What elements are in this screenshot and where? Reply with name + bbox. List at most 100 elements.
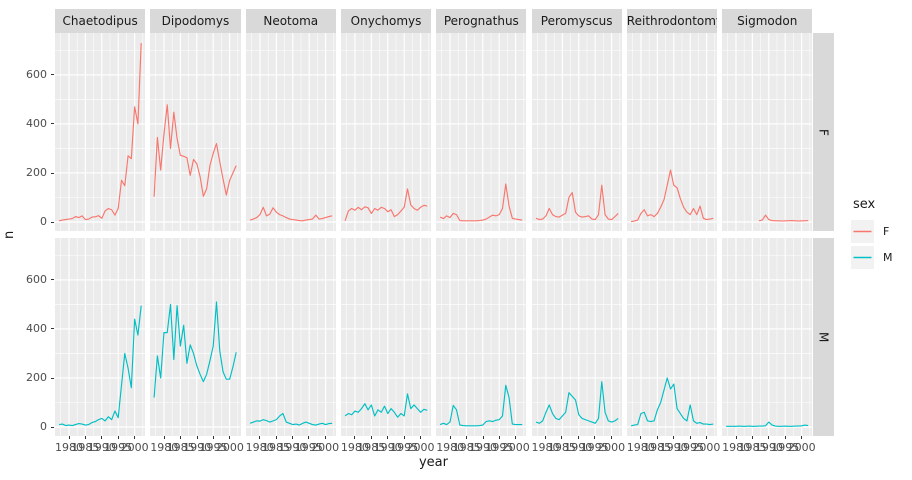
- x-tick-label: 1980: [340, 441, 369, 454]
- x-tick-label: 1980: [626, 441, 655, 454]
- legend-swatch-f: [851, 220, 874, 243]
- facet-strip-perognathus: Perognathus: [436, 9, 527, 33]
- panel-sigmodon-m: [722, 238, 813, 436]
- x-tick: [784, 436, 786, 439]
- x-tick: [752, 436, 753, 439]
- x-tick: [291, 436, 293, 439]
- legend-swatch-m: [851, 246, 874, 269]
- panel-peromyscus-m: [531, 238, 622, 436]
- x-tick-label: 1985: [357, 441, 386, 454]
- x-tick-label: 1990: [373, 441, 402, 454]
- panel-reithrodontomys-m: [626, 238, 718, 436]
- panel-perognathus-m: [436, 238, 527, 436]
- x-tick: [482, 436, 484, 439]
- legend: sex F M: [851, 197, 893, 272]
- x-tick-label: 1990: [87, 441, 116, 454]
- y-tick: [51, 74, 54, 76]
- x-tick-label: 1985: [71, 441, 100, 454]
- x-tick: [801, 436, 803, 439]
- x-tick: [134, 436, 136, 439]
- x-tick: [610, 436, 612, 439]
- y-tick-label: 200: [26, 371, 47, 384]
- facet-strip-sigmodon: Sigmodon: [722, 9, 813, 33]
- line-perognathus-m: [440, 384, 523, 427]
- panel-neotoma-f: [245, 33, 336, 231]
- facet-strip-neotoma: Neotoma: [245, 9, 336, 33]
- line-neotoma-f: [249, 206, 332, 222]
- facet-strip-reithrodontomys: Reithrodontomys: [626, 9, 718, 33]
- x-tick-label: 1980: [245, 441, 274, 454]
- panel-perognathus-f: [436, 33, 527, 231]
- x-tick: [370, 436, 372, 439]
- y-tick-label: 0: [40, 420, 47, 433]
- x-tick-label: 1990: [564, 441, 593, 454]
- x-tick: [577, 436, 579, 439]
- x-tick: [449, 436, 451, 439]
- x-tick: [515, 436, 517, 439]
- x-tick: [545, 436, 546, 439]
- x-tick: [640, 436, 642, 439]
- x-tick-label: 1985: [643, 441, 672, 454]
- line-peromyscus-m: [535, 381, 619, 424]
- y-tick-label: 600: [26, 272, 47, 286]
- x-tick-label: 1985: [166, 441, 195, 454]
- x-tick-label: 2000: [120, 441, 149, 454]
- x-tick-label: 1995: [771, 441, 800, 454]
- x-tick: [101, 436, 103, 439]
- x-tick: [163, 436, 165, 439]
- x-tick-label: 2000: [215, 441, 244, 454]
- y-tick: [51, 377, 54, 379]
- x-tick-label: 2000: [406, 441, 435, 454]
- x-tick-label: 1995: [485, 441, 514, 454]
- x-tick: [735, 436, 737, 439]
- line-peromyscus-f: [535, 184, 619, 221]
- x-tick: [259, 436, 261, 439]
- facet-strip-chaetodipus: Chaetodipus: [55, 9, 146, 33]
- x-tick-label: 1995: [676, 441, 704, 454]
- x-tick: [594, 436, 596, 439]
- x-tick-label: 1990: [469, 441, 497, 454]
- x-tick: [68, 436, 70, 439]
- x-tick-label: 2000: [787, 441, 816, 454]
- legend-title: sex: [853, 197, 876, 212]
- line-onychomys-f: [344, 188, 428, 221]
- x-tick-label: 1980: [55, 441, 83, 454]
- x-tick-label: 1985: [547, 441, 576, 454]
- x-tick-label: 1995: [294, 441, 323, 454]
- y-tick: [51, 172, 54, 174]
- y-tick: [51, 279, 54, 281]
- line-onychomys-m: [344, 393, 428, 418]
- x-tick-label: 1980: [531, 441, 560, 454]
- x-tick-label: 1980: [150, 441, 179, 454]
- y-tick-label: 0: [40, 215, 47, 228]
- x-tick-label: 1995: [104, 441, 133, 454]
- x-tick-label: 1985: [262, 441, 290, 454]
- row-strip-m: M: [813, 238, 834, 436]
- facet-strip-onychomys: Onychomys: [340, 9, 432, 33]
- x-tick-label: 1980: [722, 441, 751, 454]
- y-tick-label: 400: [26, 116, 47, 130]
- y-tick: [51, 221, 54, 223]
- panel-chaetodipus-f: [55, 33, 146, 231]
- x-tick: [354, 436, 356, 439]
- legend-key-f: F: [851, 220, 893, 243]
- panel-dipodomys-f: [150, 33, 241, 231]
- x-tick-label: 1990: [659, 441, 688, 454]
- x-tick: [498, 436, 500, 439]
- x-tick: [84, 436, 86, 439]
- y-tick-label: 200: [26, 166, 47, 179]
- x-tick: [466, 436, 468, 439]
- x-tick: [673, 436, 675, 439]
- x-tick-label: 1995: [390, 441, 419, 454]
- panel-dipodomys-m: [150, 238, 241, 436]
- y-tick-label: 600: [26, 67, 47, 81]
- legend-label-m: M: [883, 251, 893, 264]
- x-tick: [229, 436, 231, 439]
- line-chaetodipus-m: [59, 305, 142, 427]
- x-tick-label: 1995: [199, 441, 228, 454]
- x-tick-label: 2000: [501, 441, 530, 454]
- panel-neotoma-m: [245, 238, 336, 436]
- panel-peromyscus-f: [531, 33, 622, 231]
- x-tick: [275, 436, 277, 439]
